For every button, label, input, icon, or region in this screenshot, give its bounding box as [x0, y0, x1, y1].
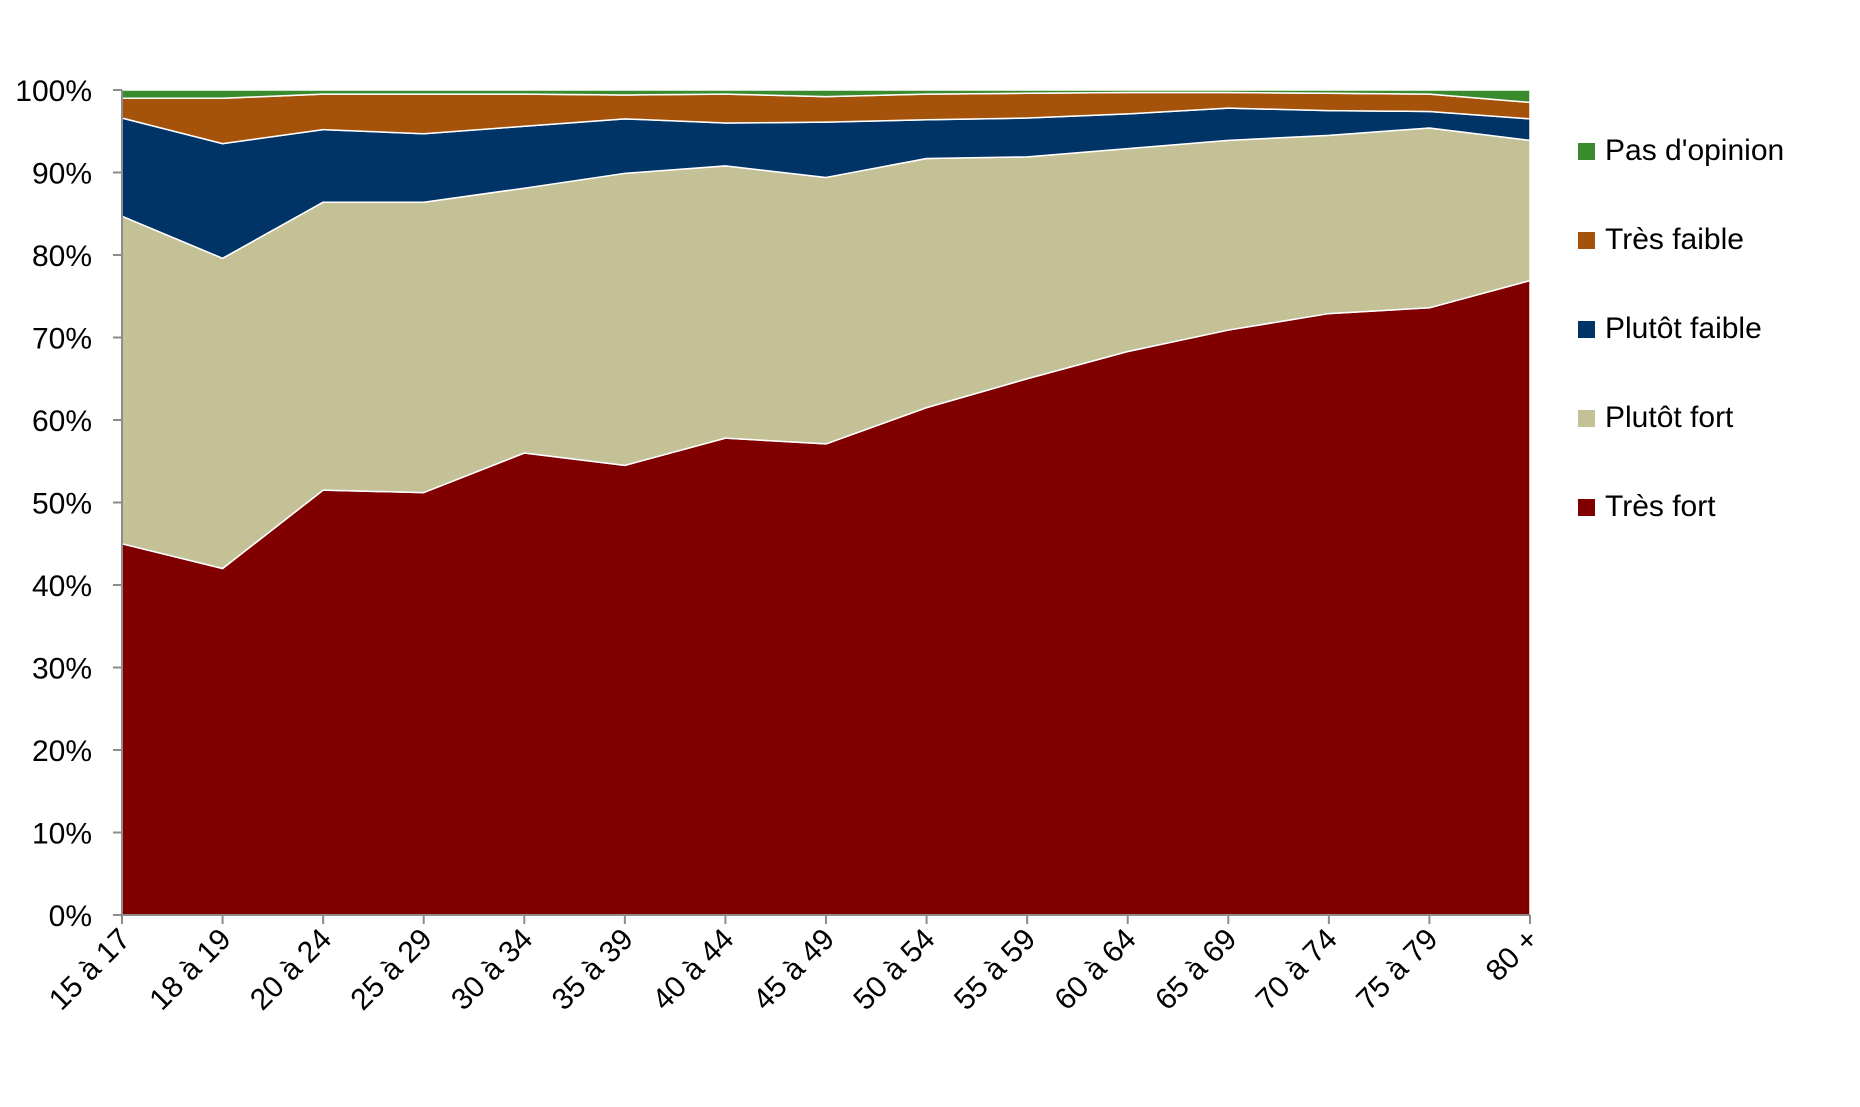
y-tick-label: 30% [32, 653, 92, 686]
legend-item-pas-d-opinion: Pas d'opinion [1578, 134, 1784, 167]
legend-label: Pas d'opinion [1605, 134, 1784, 167]
plot-area [121, 89, 1531, 916]
x-tick-label: 55 à 59 [948, 923, 1042, 1017]
legend-label: Très fort [1605, 490, 1716, 523]
x-tick-label: 80 + [1480, 923, 1545, 988]
y-tick-label: 50% [32, 488, 92, 521]
legend-label: Plutôt faible [1605, 312, 1762, 345]
legend-label: Très faible [1605, 223, 1744, 256]
y-tick-label: 10% [32, 818, 92, 851]
y-tick-label: 0% [49, 900, 92, 933]
x-tick-label: 50 à 54 [847, 923, 941, 1017]
x-tick-label: 25 à 29 [345, 923, 439, 1017]
y-tick-label: 40% [32, 570, 92, 603]
x-tick-label: 70 à 74 [1250, 923, 1344, 1017]
legend-item-tres-faible: Très faible [1578, 223, 1744, 256]
legend: Pas d'opinion Très faible Plutôt faible Plu… [1578, 134, 1784, 523]
area-pas-d-opinion [121, 89, 1531, 104]
y-tick-label: 20% [32, 735, 92, 768]
legend-swatch [1578, 321, 1595, 338]
legend-item-plutot-fort: Plutôt fort [1578, 401, 1734, 434]
y-tick-label: 70% [32, 323, 92, 356]
legend-swatch [1578, 499, 1595, 516]
x-tick-label: 18 à 19 [143, 923, 237, 1017]
y-tick-label: 90% [32, 158, 92, 191]
legend-swatch [1578, 143, 1595, 160]
y-tick-label: 80% [32, 240, 92, 273]
x-tick-label: 15 à 17 [43, 923, 137, 1017]
x-tick-label: 30 à 34 [445, 923, 539, 1017]
y-tick-label: 100% [15, 75, 92, 108]
legend-item-tres-fort: Très fort [1578, 490, 1716, 523]
legend-swatch [1578, 410, 1595, 427]
legend-label: Plutôt fort [1605, 401, 1734, 434]
x-tick-label: 65 à 69 [1149, 923, 1243, 1017]
legend-swatch [1578, 232, 1595, 249]
x-tick-label: 35 à 39 [546, 923, 640, 1017]
x-tick-label: 20 à 24 [244, 923, 338, 1017]
x-tick-label: 60 à 64 [1049, 923, 1143, 1017]
x-tick-label: 40 à 44 [646, 923, 740, 1017]
x-tick-label: 75 à 79 [1350, 923, 1444, 1017]
axes [113, 89, 1531, 924]
legend-item-plutot-faible: Plutôt faible [1578, 312, 1762, 345]
y-tick-label: 60% [32, 405, 92, 438]
x-tick-label: 45 à 49 [747, 923, 841, 1017]
